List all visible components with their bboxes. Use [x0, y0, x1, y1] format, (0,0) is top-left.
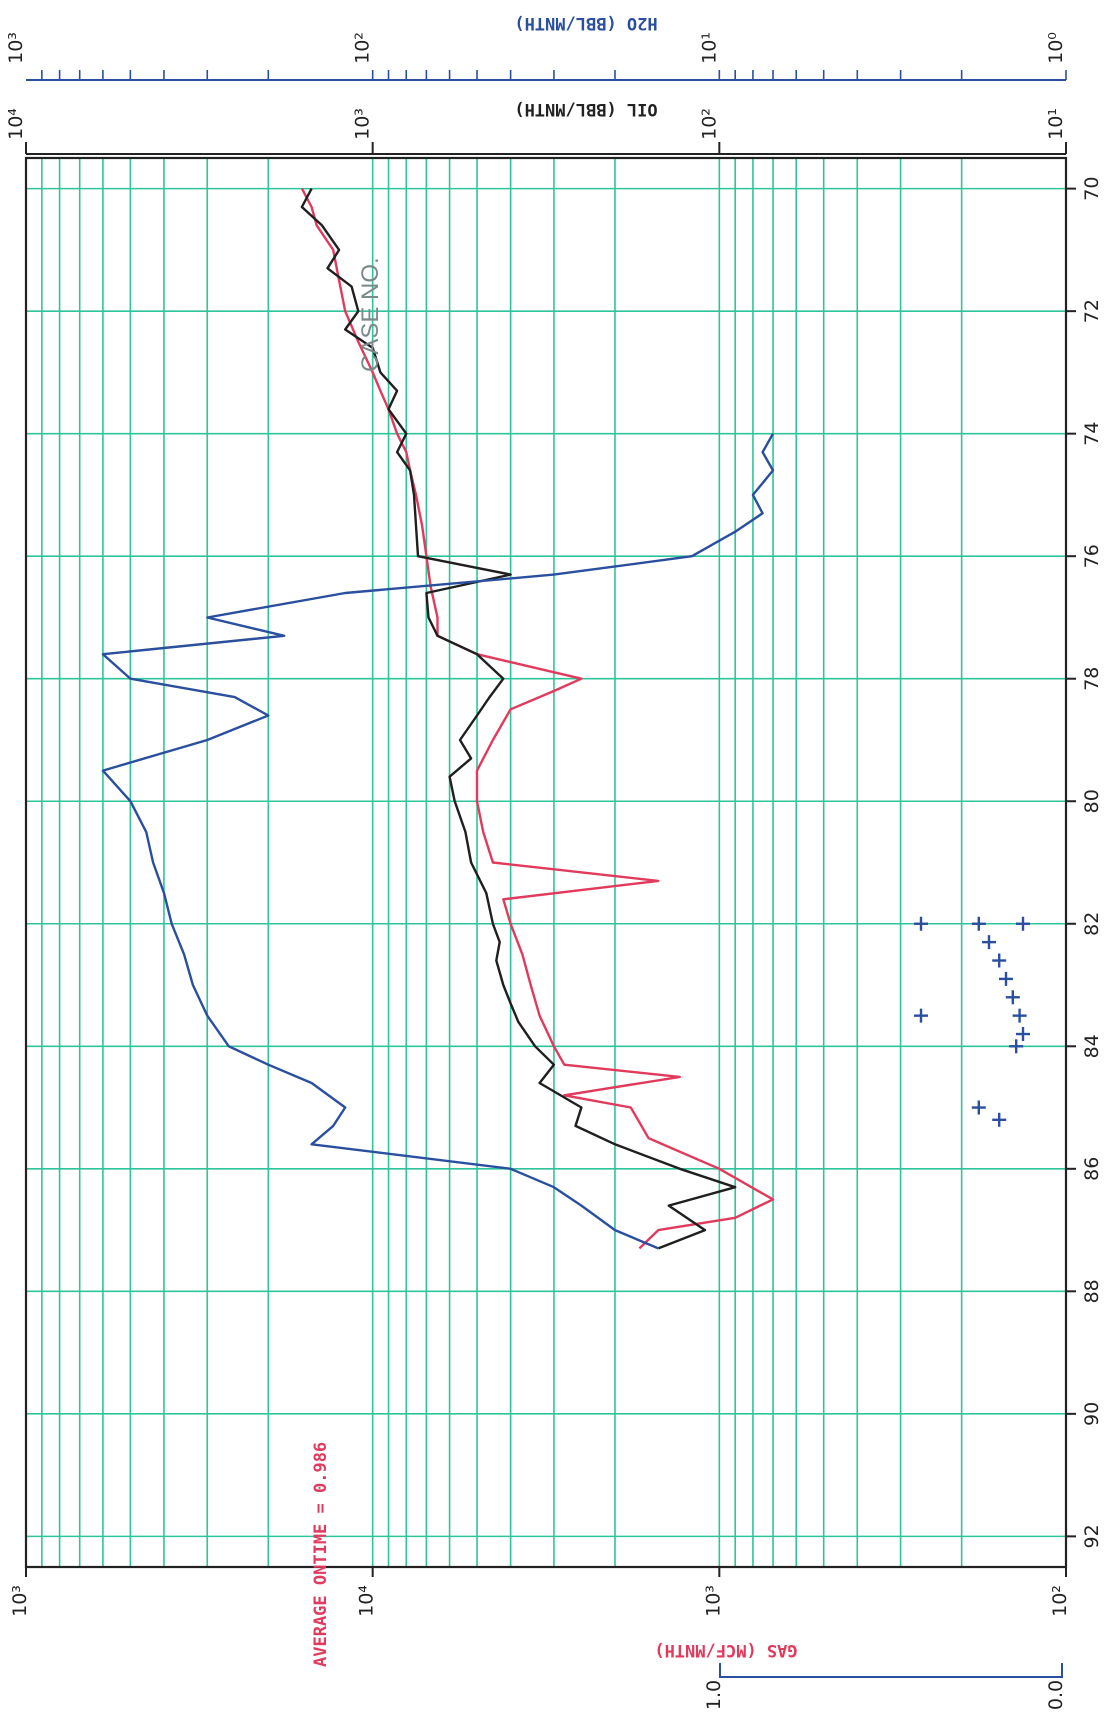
plus-marker-icon — [914, 916, 928, 931]
plus-marker-icon — [982, 935, 996, 950]
gas-tick-label: 10³ — [702, 1585, 724, 1617]
oil-tick-label: 10⁴ — [5, 108, 27, 140]
year-tick-label: 88 — [1081, 1279, 1103, 1303]
year-tick-label: 90 — [1081, 1402, 1103, 1426]
downtime-axis-bracket — [719, 1663, 1063, 1678]
plus-marker-icon — [1009, 1039, 1024, 1054]
gas-tick-label: 10³ — [9, 1585, 31, 1617]
gas-axis-title: GAS (MCF/MNTH) — [654, 1640, 797, 1660]
oil-tick-label: 10¹ — [1045, 108, 1067, 140]
plus-marker-icon — [992, 1112, 1007, 1127]
water-tick-label: 10¹ — [698, 32, 720, 64]
downtime-markers — [914, 916, 1030, 1127]
year-tick-label: 72 — [1081, 299, 1103, 323]
year-tick-label: 70 — [1081, 177, 1103, 201]
gas-tick-label: 10² — [1049, 1585, 1071, 1617]
downtime-tick-label: 0.0 — [1045, 1680, 1067, 1710]
chart-axes: 70 72 74 76 78 80 82 84 86 88 90 92 10³ 10⁴ 10³ 10² GAS … — [5, 13, 1103, 1710]
plus-marker-icon — [1012, 1008, 1027, 1023]
year-tick-label: 76 — [1081, 544, 1103, 568]
year-tick-label: 86 — [1081, 1157, 1103, 1181]
plus-marker-icon — [1016, 1027, 1030, 1042]
plus-marker-icon — [914, 1008, 928, 1023]
plus-marker-icon — [971, 1100, 986, 1115]
water-tick-label: 10² — [352, 32, 374, 64]
chart-series — [101, 188, 775, 1250]
series-line-h2o — [101, 433, 775, 1250]
case-number-label: CASE NO. — [357, 257, 384, 372]
downtime-tick-label: 1.0 — [703, 1680, 725, 1710]
oil-tick-label: 10³ — [352, 108, 374, 140]
year-tick-label: 80 — [1081, 789, 1103, 813]
water-tick-label: 10⁰ — [1045, 32, 1067, 64]
oil-axis-title: OIL (BBL/MNTH) — [514, 99, 657, 119]
water-axis-title: H2O (BBL/MNTH) — [514, 13, 657, 33]
plus-marker-icon — [992, 953, 1007, 968]
year-tick-label: 74 — [1081, 422, 1103, 446]
plus-marker-icon — [971, 916, 986, 931]
chart-grid — [26, 158, 1067, 1567]
gas-tick-label: 10⁴ — [356, 1585, 378, 1617]
plus-marker-icon — [1005, 990, 1020, 1005]
year-tick-label: 78 — [1081, 667, 1103, 691]
series-line-oil — [300, 188, 737, 1250]
plot-frame — [24, 156, 1068, 1569]
plus-marker-icon — [1016, 916, 1030, 931]
oil-tick-label: 10² — [698, 108, 720, 140]
year-tick-label: 82 — [1081, 912, 1103, 936]
plus-marker-icon — [999, 971, 1013, 986]
average-ontime-note: AVERAGE ONTIME = 0.986 — [311, 1442, 331, 1667]
water-tick-label: 10³ — [5, 32, 27, 64]
series-line-gas — [300, 188, 775, 1250]
year-tick-label: 92 — [1081, 1524, 1103, 1548]
year-tick-label: 84 — [1081, 1034, 1103, 1058]
